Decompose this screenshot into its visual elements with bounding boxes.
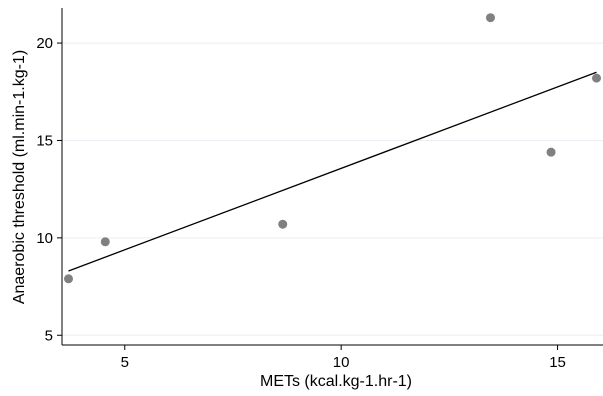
y-tick-label: 15	[36, 132, 53, 149]
data-point	[546, 147, 556, 157]
fit-line	[68, 71, 597, 272]
x-tick-label: 15	[549, 354, 566, 371]
data-point	[63, 274, 73, 284]
data-point	[278, 219, 288, 229]
x-axis-ticks: 5 10 15	[121, 345, 566, 371]
data-point	[592, 73, 602, 83]
y-tick-label: 10	[36, 230, 53, 247]
y-tick-label: 20	[36, 35, 53, 52]
x-axis-label: METs (kcal.kg-1.hr-1)	[260, 373, 412, 390]
data-point	[485, 13, 495, 23]
grid-lines	[62, 42, 603, 336]
x-tick-label: 5	[121, 354, 129, 371]
y-axis-label: Anaerobic threshold (ml.min-1.kg-1)	[11, 50, 28, 304]
x-tick-label: 10	[333, 354, 350, 371]
y-tick-label: 5	[45, 327, 53, 344]
fit-line-group	[68, 71, 597, 272]
data-point	[100, 237, 110, 247]
y-axis-ticks: 5 10 15 20	[36, 35, 62, 344]
data-points	[63, 13, 602, 284]
